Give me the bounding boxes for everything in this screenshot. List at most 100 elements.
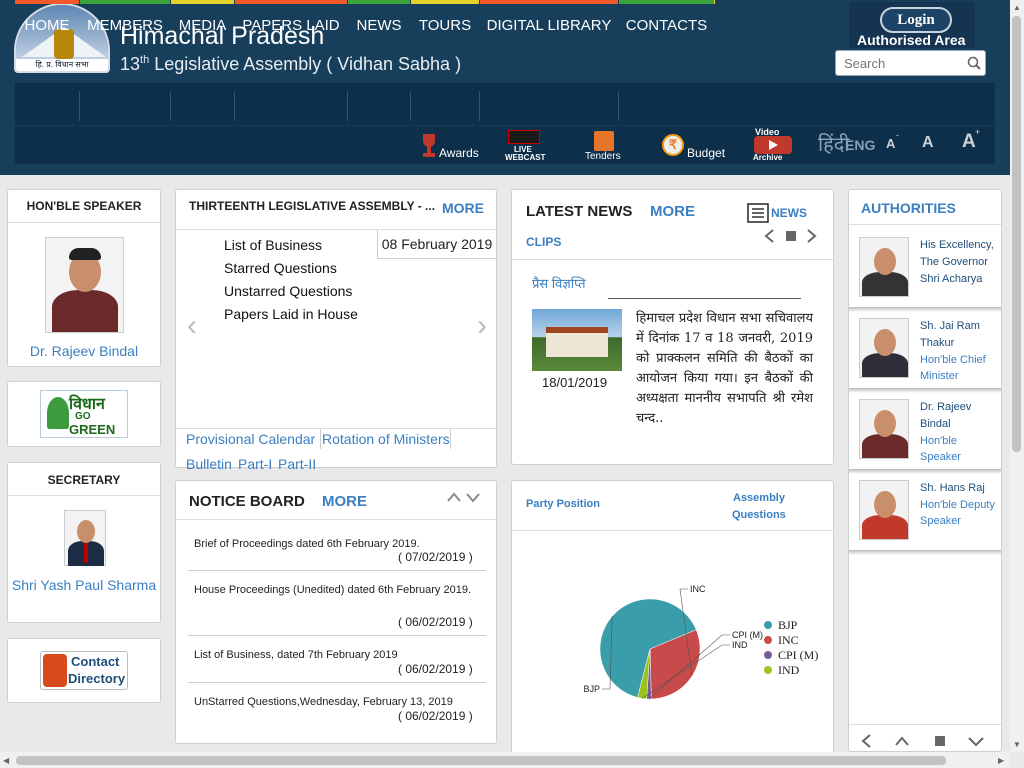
font-decrease-button[interactable]: A- [886,130,899,151]
assembly-panel: THIRTEENTH LEGISLATIVE ASSEMBLY - ... MO… [175,189,497,472]
news-date: 18/01/2019 [542,375,608,390]
authorised-area-label[interactable]: Authorised Area [857,32,966,48]
authority-deputy-speaker[interactable]: Sh. Hans Raj Hon'ble Deputy Speaker [849,474,1001,555]
legend-swatch [764,621,772,629]
phone-icon [43,654,67,687]
video-play-icon [754,136,792,154]
notice-item[interactable]: UnStarred Questions,Wednesday, February … [194,696,453,708]
carousel-prev-icon[interactable]: ‹ [187,309,197,342]
nav-news[interactable]: NEWS [348,0,410,42]
assembly-date: 08 February 2019 [377,230,497,259]
rotation-of-ministers-link[interactable]: Rotation of Ministers [322,431,450,447]
vertical-scroll-thumb[interactable] [1012,16,1021,452]
legend-swatch [764,636,772,644]
bulletin-part-1-link[interactable]: Part-I [238,456,273,472]
chief-minister-photo [859,318,909,378]
tenders-link[interactable]: Tenders [584,126,628,164]
unstarred-questions-link[interactable]: Unstarred Questions [224,283,353,299]
news-heading: LATEST NEWS [526,203,633,220]
video-archive-link[interactable]: Video Archive [752,126,798,164]
assembly-questions-tab-line2[interactable]: Questions [732,509,786,521]
notice-date: ( 07/02/2019 ) [398,550,473,564]
logo-caption: हि. प्र. विधान सभा [16,59,108,71]
pie-label: BJP [583,684,600,694]
site-title: Himachal Pradesh [120,22,325,50]
carousel-next-icon[interactable]: › [477,309,487,342]
nav-media[interactable]: MEDIA [171,0,234,42]
secretary-card: SECRETARY Shri Yash Paul Sharma [7,462,161,623]
bulletin-label: Bulletin [186,456,232,472]
newspaper-icon [747,203,769,223]
notice-scroll-icons[interactable] [446,491,482,503]
go-green-card: विधान GO GREEN [7,381,161,447]
news-headline[interactable]: प्रैस विज्ञप्ति [532,276,586,291]
nav-members[interactable]: MEMBERS [80,0,170,42]
legend-label: CPI (M) [778,648,818,662]
list-of-business-link[interactable]: List of Business [224,237,323,253]
news-more-link[interactable]: MORE [650,203,695,220]
pie-leader-line [679,588,693,677]
authority-speaker[interactable]: Dr. Rajeev Bindal Hon'ble Speaker [849,393,1001,474]
nav-home[interactable]: HOME [15,0,79,42]
live-webcast-link[interactable]: LIVE WEBCAST [504,126,548,164]
scroll-down-icon[interactable]: ▼ [1013,740,1021,749]
papers-laid-link[interactable]: Papers Laid in House [224,306,358,322]
notice-heading: NOTICE BOARD [189,493,305,510]
contact-directory-card: Contact Directory [7,638,161,703]
scroll-left-icon[interactable]: ◀ [3,756,10,765]
news-tab[interactable]: NEWS [771,206,807,220]
assembly-heading: THIRTEENTH LEGISLATIVE ASSEMBLY - ... [189,199,436,213]
nav-digital-library[interactable]: DIGITAL LIBRARY [480,0,618,42]
font-normal-button[interactable]: A [922,134,934,151]
quick-links-bar [15,126,995,164]
secretary-name[interactable]: Shri Yash Paul Sharma [11,577,157,593]
secretary-photo[interactable] [64,510,106,566]
party-position-panel: Party Position Assembly Questions BJP BJP… [511,480,834,754]
webcast-icon [508,130,540,144]
notice-date: ( 06/02/2019 ) [398,662,473,676]
search-icon[interactable] [967,56,981,70]
vidhan-go-green-logo[interactable]: विधान GO GREEN [40,390,128,438]
notice-item[interactable]: House Proceedings (Unedited) dated 6th F… [194,584,472,596]
nav-papers-laid[interactable]: PAPERS LAID [235,0,347,42]
authorities-heading: AUTHORITIES [861,200,956,216]
party-position-tab[interactable]: Party Position [526,498,600,510]
notice-more-link[interactable]: MORE [322,493,367,510]
font-increase-button[interactable]: A + [962,127,981,152]
awards-link[interactable]: Awards [416,126,480,164]
starred-questions-link[interactable]: Starred Questions [224,260,337,276]
speaker-photo[interactable] [45,237,124,333]
clips-tab[interactable]: CLIPS [526,235,562,249]
search-input[interactable] [844,55,962,71]
language-toggle[interactable]: हिंदी ENG [818,134,876,156]
news-carousel-controls[interactable] [763,228,819,244]
notice-date: ( 06/02/2019 ) [398,615,473,629]
pie-label: CPI (M) [732,630,763,640]
secretary-heading: SECRETARY [47,473,121,487]
budget-link[interactable]: ₹ Budget [662,126,730,164]
pie-leader-line [641,644,730,699]
bulletin-part-2-link[interactable]: Part-II [278,456,317,472]
news-thumbnail[interactable] [532,309,622,371]
notice-item[interactable]: List of Business, dated 7th February 201… [194,649,398,661]
authority-chief-minister[interactable]: Sh. Jai Ram Thakur Hon'ble Chief Minister [849,312,1001,393]
authority-governor[interactable]: His Excellency, The Governor Shri Achary… [849,231,1001,312]
notice-date: ( 06/02/2019 ) [398,709,473,723]
nav-tours[interactable]: TOURS [411,0,479,42]
contact-directory-link[interactable]: Contact Directory [40,651,128,690]
search-box [835,50,986,76]
notice-item[interactable]: Brief of Proceedings dated 6th February … [194,538,420,550]
nav-contacts[interactable]: CONTACTS [619,0,714,42]
assembly-logo[interactable]: हि. प्र. विधान सभा [14,3,110,73]
provisional-calendar-link[interactable]: Provisional Calendar [186,431,316,447]
assembly-questions-tab[interactable]: Assembly [733,492,785,504]
trophy-icon [423,134,435,157]
assembly-more-link[interactable]: MORE [442,200,484,216]
login-button[interactable]: Login [880,7,952,33]
authorities-carousel-controls[interactable] [859,733,989,749]
scroll-right-icon[interactable]: ▶ [998,756,1005,765]
scroll-up-icon[interactable]: ▲ [1013,3,1021,12]
speaker-name[interactable]: Dr. Rajeev Bindal [29,343,139,359]
horizontal-scroll-thumb[interactable] [16,756,946,765]
